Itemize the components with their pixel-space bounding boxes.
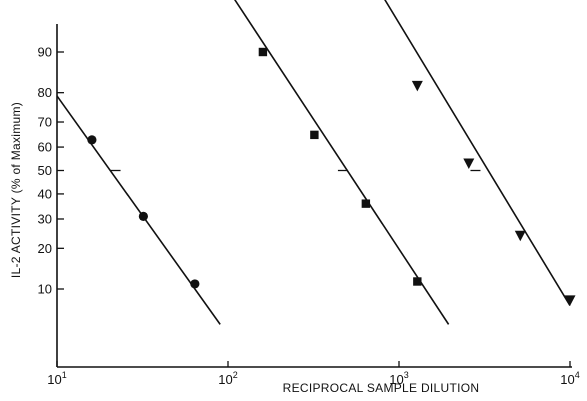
y-tick-label: 40 [38,186,52,201]
y-axis-ticks: 10 20 30 40 50 60 70 80 90 [38,45,64,297]
y-axis-label: IL-2 ACTIVITY (% of Maximum) [9,102,23,278]
data-points [87,47,576,306]
y-tick-label: 90 [38,45,52,60]
square-point [413,277,422,286]
x-axis-label: RECIPROCAL SAMPLE DILUTION [283,381,480,395]
square-point [361,199,371,208]
fit-line-series-2 [234,0,450,325]
x-tick-label: 102 [218,370,237,387]
circle-point [190,279,200,289]
y-tick-label: 20 [38,241,52,256]
square-point [310,130,319,140]
fit-line-series-3 [384,0,571,306]
y-tick-label: 60 [38,140,52,155]
triangle-point [514,230,526,242]
axes [56,24,572,368]
y-tick-label: 30 [38,211,52,226]
fit-lines [56,0,571,325]
triangle-point [564,295,576,306]
y-tick-label: 50 [38,163,52,178]
y-tick-label: 70 [38,115,52,130]
x-tick-label: 101 [47,370,66,387]
fit-line-series-1 [56,95,221,325]
y-tick-label: 10 [38,282,52,297]
square-point [258,47,268,57]
x-tick-label: 104 [560,370,579,387]
y-tick-label: 80 [38,85,52,100]
triangle-point [463,158,475,170]
triangle-point [411,80,423,92]
circle-point [87,135,97,145]
circle-point [138,211,148,221]
